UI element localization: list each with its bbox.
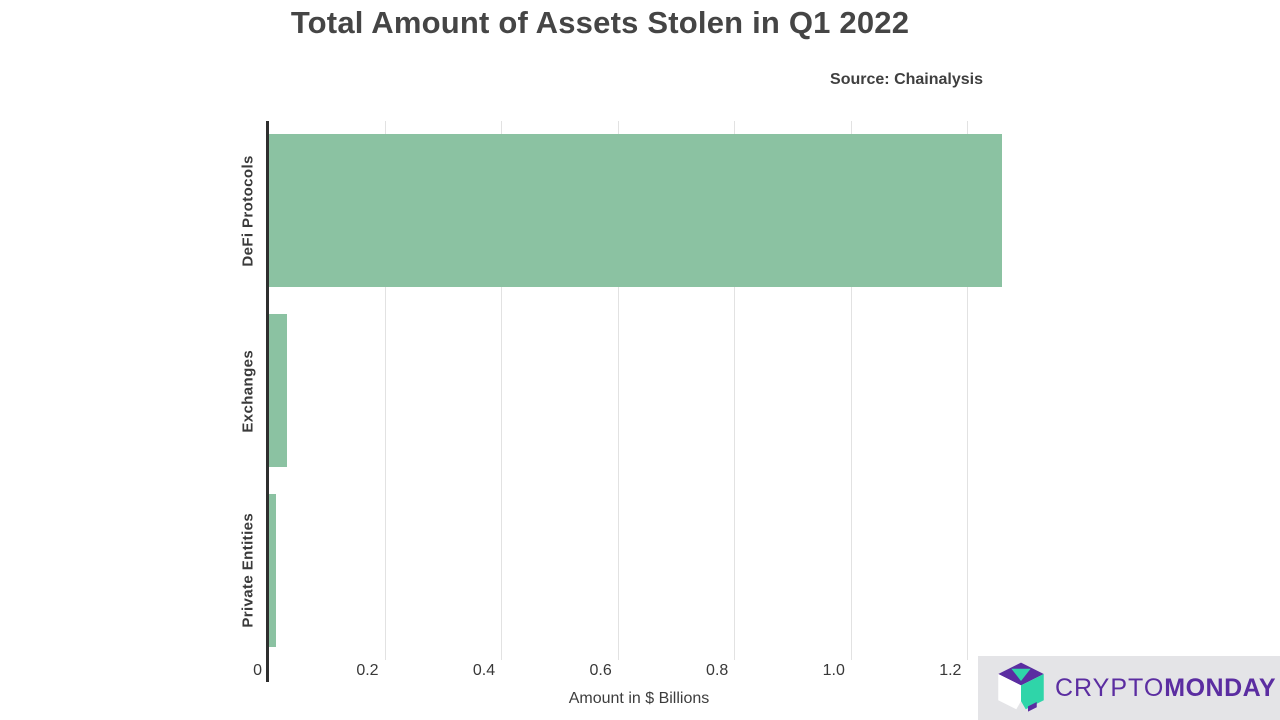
- cryptomonday-logo-text: CRYPTOMONDAY: [1055, 674, 1276, 703]
- logo-text-monday: MONDAY: [1164, 673, 1277, 702]
- x-tick-label-0.4: 0.4: [472, 662, 496, 679]
- x-tick-label-0: 0: [253, 662, 262, 679]
- x-axis-title: Amount in $ Billions: [568, 690, 710, 707]
- x-tick-label-0.6: 0.6: [589, 662, 612, 679]
- chart-source: Source: Chainalysis: [830, 71, 983, 88]
- y-axis-line: [266, 121, 269, 682]
- x-tick-label-0.8: 0.8: [706, 662, 729, 679]
- cryptomonday-logo-icon: [998, 662, 1044, 712]
- x-axis-tick-labels: 0 0.2 0.4 0.6 0.8 1.0 1.2: [253, 662, 1010, 682]
- x-tick-label-1.0: 1.0: [822, 662, 845, 679]
- bar-defi-protocols: [269, 134, 1003, 288]
- gridline-x-1.0: [850, 121, 852, 660]
- category-label-defi-protocols: DeFi Protocols: [239, 155, 257, 267]
- gridline-x-0.4: [501, 121, 503, 660]
- category-label-private-entities: Private Entities: [239, 512, 257, 628]
- category-label-exchanges: Exchanges: [239, 349, 257, 432]
- y-axis-category-labels: DeFi Protocols Exchanges Private Entities: [234, 121, 262, 660]
- bar-exchanges: [269, 314, 288, 467]
- gridline-x-0.6: [617, 121, 619, 660]
- x-tick-label-1.2: 1.2: [939, 662, 962, 679]
- gridline-x-0.2: [384, 121, 386, 660]
- chart-title: Total Amount of Assets Stolen in Q1 2022: [290, 5, 910, 40]
- gridline-x-1.2: [967, 121, 969, 660]
- x-tick-label-0.2: 0.2: [356, 662, 379, 679]
- plot-area: [266, 121, 1010, 682]
- cryptomonday-logo-panel: CRYPTOMONDAY: [978, 656, 1280, 720]
- logo-text-crypto: CRYPTO: [1055, 673, 1165, 702]
- bar-private-entities: [269, 493, 276, 647]
- gridline-x-0.8: [734, 121, 736, 660]
